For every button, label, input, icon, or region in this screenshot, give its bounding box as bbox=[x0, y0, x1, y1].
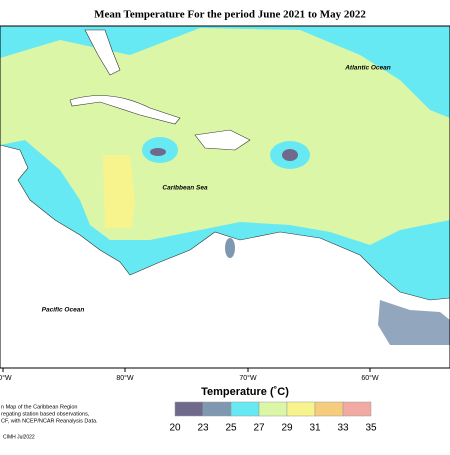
legend-tick-label: 33 bbox=[337, 423, 349, 434]
legend-swatch bbox=[202, 401, 232, 417]
lon-label: 70°W bbox=[239, 374, 257, 382]
sea-label: Caribbean Sea bbox=[162, 185, 208, 192]
ocean-label: Atlantic Ocean bbox=[344, 65, 391, 72]
legend-swatch bbox=[230, 401, 260, 417]
legend-tick-label: 29 bbox=[281, 423, 293, 434]
lon-label: 90°W bbox=[0, 374, 12, 382]
land-mainland bbox=[0, 144, 450, 369]
lon-label: 80°W bbox=[116, 374, 134, 382]
jamaica bbox=[150, 148, 166, 156]
cool-region bbox=[378, 300, 450, 345]
legend-tick-label: 23 bbox=[197, 423, 209, 434]
maracaibo bbox=[225, 238, 235, 258]
ocean-label: Pacific Ocean bbox=[42, 307, 85, 314]
legend-tick-label: 20 bbox=[169, 423, 181, 434]
note-line: regating station based observations, bbox=[1, 411, 90, 417]
florida bbox=[84, 29, 121, 76]
note-line: CF, with NCEP/NCAR Reanalysis Data. bbox=[1, 418, 98, 424]
warmest-zone bbox=[103, 155, 135, 228]
cuba bbox=[69, 95, 181, 125]
note-line: n Map of the Caribbean Region bbox=[1, 404, 77, 410]
legend-tick-label: 31 bbox=[309, 423, 321, 434]
hispaniola bbox=[194, 129, 251, 151]
lon-label: 60°W bbox=[361, 374, 379, 382]
legend-tick-label: 27 bbox=[253, 423, 265, 434]
pacific-white bbox=[0, 235, 125, 368]
legend-swatch bbox=[314, 401, 344, 417]
legend-swatch bbox=[258, 401, 288, 417]
legend-swatch bbox=[342, 401, 372, 417]
puerto-rico bbox=[282, 149, 298, 161]
map-frame bbox=[0, 25, 450, 369]
map-title: Mean Temperature For the period June 202… bbox=[94, 9, 366, 21]
legend-tick-label: 25 bbox=[225, 423, 237, 434]
legend-tick-label: 35 bbox=[365, 423, 377, 434]
map bbox=[0, 25, 450, 369]
credit: CIMH Jul2022 bbox=[3, 434, 35, 440]
legend-title: Temperature (˚C) bbox=[201, 386, 289, 398]
legend-swatch bbox=[286, 401, 316, 417]
legend-swatch bbox=[174, 401, 204, 417]
